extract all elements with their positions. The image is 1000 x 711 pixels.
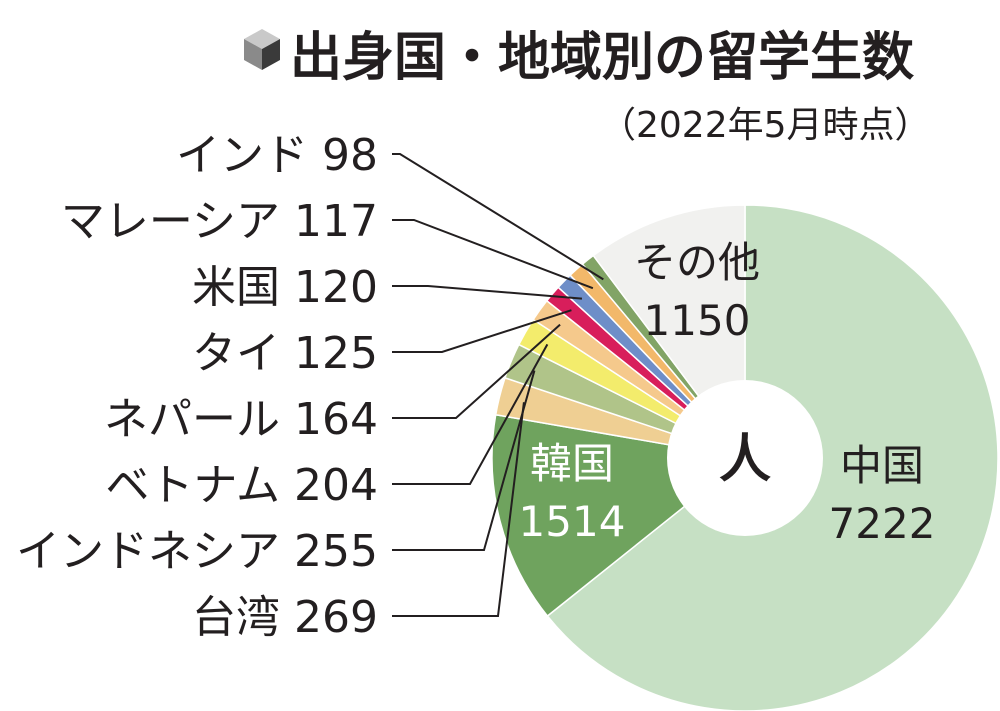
slice-value: 7222 (829, 499, 936, 548)
leader-line (392, 323, 561, 419)
slice-label: 韓国 (530, 439, 614, 488)
chart-title: 出身国・地域別の留学生数 (290, 28, 914, 88)
slice-label: タイ 125 (192, 328, 378, 379)
slice-label: インドネシア 255 (16, 526, 378, 577)
slice-label: 米国 120 (192, 262, 378, 313)
leader-line (392, 285, 583, 300)
cube-icon (244, 29, 280, 70)
leader-line (392, 402, 525, 617)
center-hole (667, 380, 823, 536)
leader-line (392, 370, 536, 551)
slice-label: マレーシア 117 (61, 196, 378, 247)
slice-label: その他 (634, 238, 760, 287)
slice-label: 中国 (840, 441, 924, 490)
leader-line (392, 309, 572, 353)
leader-line (392, 343, 549, 485)
leader-line (392, 219, 594, 290)
slice-value: 1150 (644, 296, 751, 345)
center-label: 人 (719, 430, 771, 490)
chart-subtitle: （2022年5月時点） (600, 105, 931, 146)
slice-label: ネパール 164 (104, 394, 378, 445)
slice-label: 台湾 269 (192, 592, 378, 643)
slice-value: 1514 (519, 497, 626, 546)
slice-label: ベトナム 204 (105, 460, 378, 511)
slice-label: インド 98 (176, 130, 378, 181)
leader-line (392, 153, 604, 281)
